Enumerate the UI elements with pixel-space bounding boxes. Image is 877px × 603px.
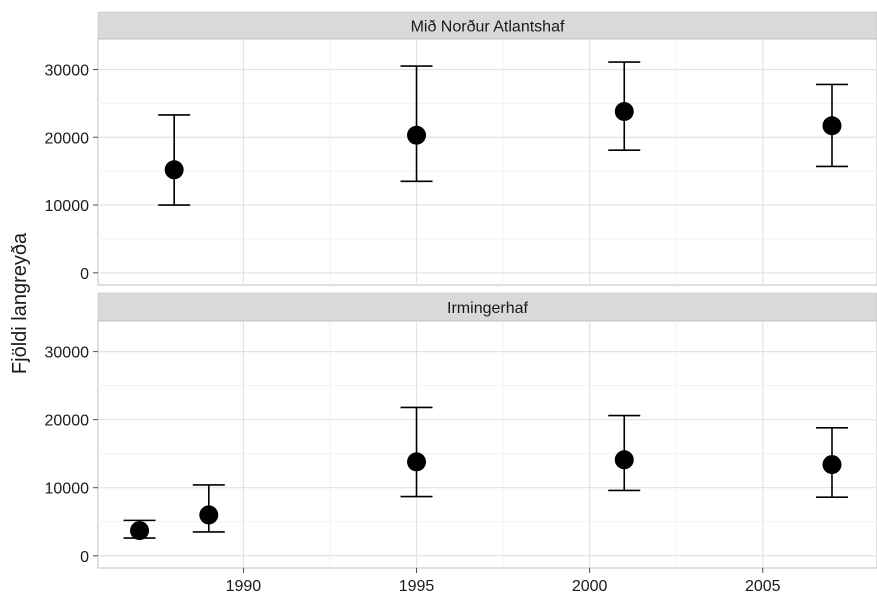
data-point (199, 505, 219, 525)
y-tick-label: 30000 (45, 62, 90, 79)
panel-background (97, 38, 877, 286)
panel-background (97, 320, 877, 569)
y-tick-label: 30000 (45, 345, 90, 362)
panel-strip (97, 11, 877, 40)
panel-strip-label: Irmingerhaf (447, 300, 528, 317)
y-tick-label: 20000 (45, 413, 90, 430)
y-tick-label: 20000 (45, 130, 90, 147)
x-tick-label: 2000 (572, 578, 608, 595)
y-tick-label: 10000 (45, 198, 90, 215)
x-tick-label: 2005 (745, 578, 781, 595)
data-point (822, 116, 842, 136)
data-point (614, 102, 634, 122)
y-tick-label: 10000 (45, 481, 90, 498)
panel-strip-label: Mið Norður Atlantshaf (411, 19, 565, 36)
data-point (614, 450, 634, 470)
y-axis-title: Fjöldi langreyða (9, 232, 31, 374)
data-point (130, 521, 150, 541)
data-point (164, 160, 184, 180)
data-point (407, 125, 427, 145)
y-tick-label: 0 (80, 549, 89, 566)
data-point (822, 455, 842, 475)
x-tick-label: 1995 (399, 578, 435, 595)
data-point (407, 452, 427, 472)
y-tick-label: 0 (80, 266, 89, 283)
x-tick-label: 1990 (226, 578, 262, 595)
